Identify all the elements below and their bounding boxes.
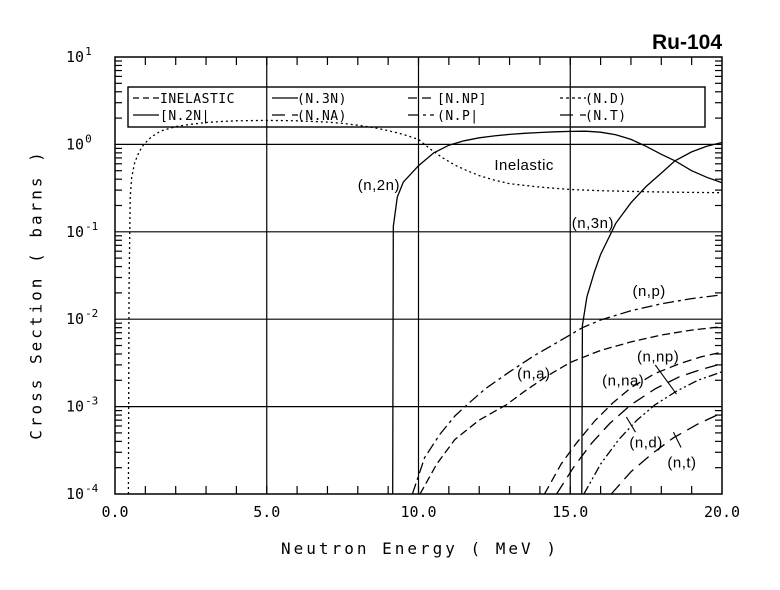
curve-label: Inelastic	[494, 157, 554, 174]
y-tick-label: 100	[66, 132, 92, 153]
curve-nt	[610, 412, 722, 494]
curve-label: (n,3n)	[572, 215, 614, 232]
x-axis-title: Neutron Energy ( MeV )	[281, 539, 559, 558]
curve-label-callout	[654, 364, 677, 395]
y-tick-label: 10-2	[66, 307, 98, 328]
curve-n3n	[581, 141, 722, 494]
legend-box	[127, 86, 706, 128]
curve-label-callout	[625, 416, 636, 433]
curve-label: (n,na)	[602, 372, 644, 389]
curve-label: (n,p)	[632, 283, 665, 300]
legend-label: [N.NP]	[437, 92, 487, 107]
legend-label: (N.D)	[585, 92, 627, 107]
curve-label: (n,2n)	[358, 177, 400, 194]
y-tick-label: 10-3	[66, 395, 98, 416]
curve-n2n	[392, 130, 722, 494]
y-axis-title: Cross Section ( barns )	[26, 149, 46, 440]
curve-nd	[583, 371, 722, 494]
legend-label: (N.NA)	[297, 109, 347, 124]
legend-label: (N.P|	[437, 109, 479, 124]
plot-frame	[114, 56, 723, 495]
legend-label: (N.3N)	[297, 92, 347, 107]
legend-label: (N.T)	[585, 109, 627, 124]
curve-label: (n,a)	[517, 365, 550, 382]
curve-na	[419, 326, 722, 494]
x-tick-label: 5.0	[253, 503, 280, 521]
y-tick-label: 10-4	[66, 482, 99, 503]
chart-title: Ru-104	[651, 31, 722, 54]
curve-label: (n,np)	[637, 348, 679, 365]
curve-nnp	[543, 351, 722, 494]
curve-np	[411, 294, 722, 494]
legend-label: INELASTIC	[160, 92, 235, 107]
curve-label: (n,d)	[629, 435, 662, 452]
y-tick-label: 101	[66, 45, 92, 66]
curves-group	[127, 119, 722, 494]
x-tick-label: 15.0	[552, 503, 588, 521]
curve-label: (n,t)	[667, 455, 696, 472]
x-tick-label: 0.0	[101, 503, 128, 521]
legend-label: [N.2N|	[160, 109, 210, 124]
y-tick-label: 10-1	[66, 220, 98, 241]
x-tick-label: 10.0	[400, 503, 436, 521]
curve-nna	[556, 363, 722, 494]
curve-label-callout	[672, 431, 682, 448]
x-tick-label: 20.0	[704, 503, 740, 521]
